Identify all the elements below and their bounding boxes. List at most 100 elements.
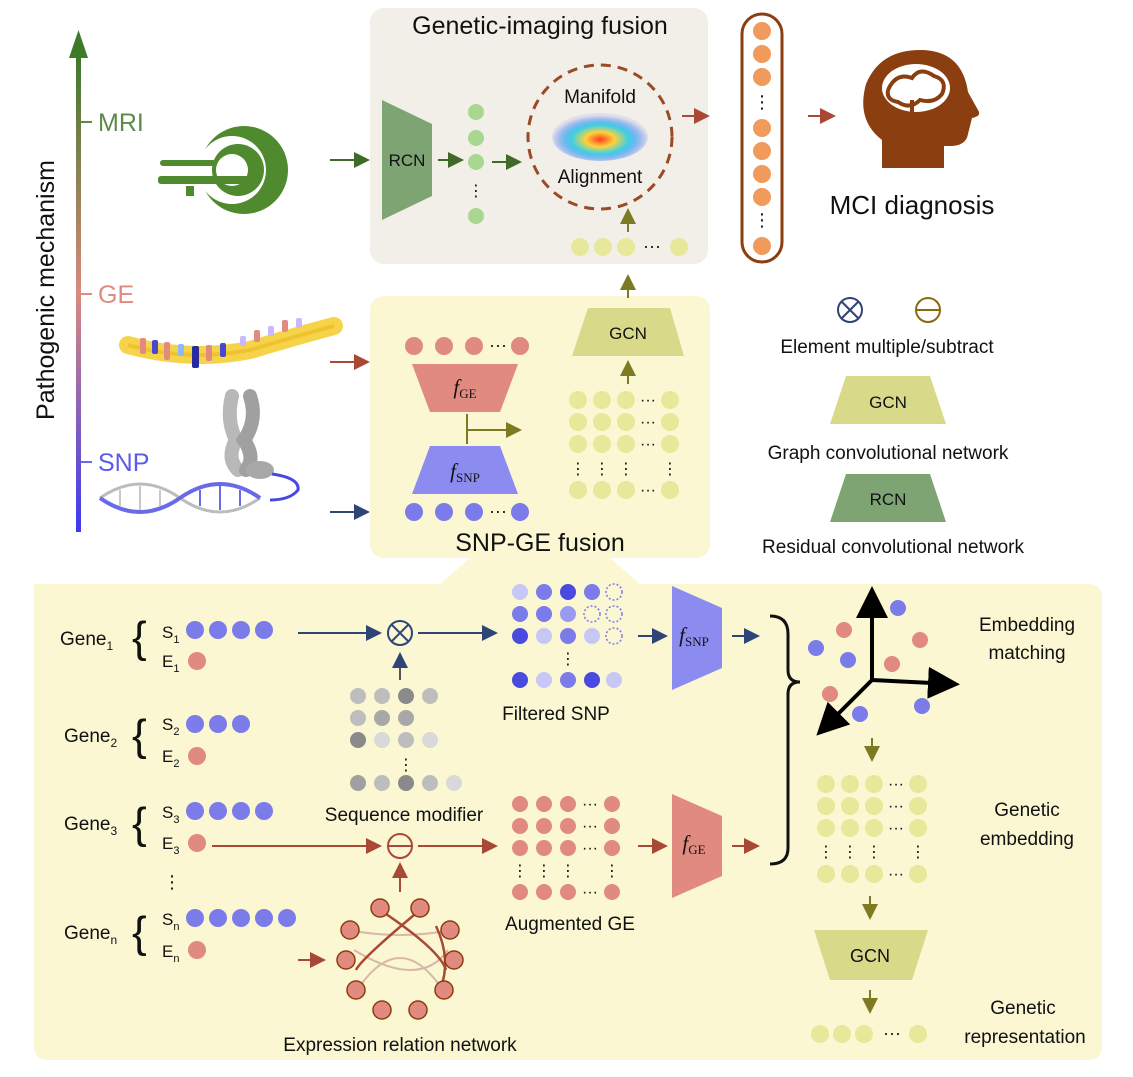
f-ge-detail [672, 794, 722, 898]
svg-text:···: ··· [640, 436, 656, 453]
gene-1-label: Gene1 [60, 629, 113, 653]
gene-n-label: Genen [64, 923, 117, 947]
snp-ge-fusion-title: SNP-GE fusion [455, 529, 625, 557]
svg-text:⋮: ⋮ [570, 461, 586, 478]
svg-text:···: ··· [888, 866, 904, 883]
f-snp-encoder-label: fSNP [450, 459, 480, 485]
legend-gcn-shape [830, 376, 946, 424]
genetic-imaging-panel [370, 8, 708, 264]
legend-ops-label: Element multiple/subtract [780, 337, 994, 358]
svg-text:⋮: ⋮ [594, 461, 610, 478]
expression-network-label: Expression relation network [283, 1035, 517, 1056]
manifold-alignment-loop [526, 63, 674, 211]
legend-rcn-shape [830, 474, 946, 522]
gcn-block-bottom-label: GCN [850, 946, 890, 966]
chromosome-dna-icon [98, 389, 300, 514]
svg-text:···: ··· [888, 798, 904, 815]
mri-feature-nodes: ⋮ [468, 104, 484, 224]
svg-text:···: ··· [883, 1023, 901, 1043]
svg-text:{: { [132, 711, 147, 760]
axis-level-mri: MRI [98, 109, 144, 137]
svg-text:⋮: ⋮ [753, 210, 771, 230]
gene-2-label: Gene2 [64, 726, 117, 750]
svg-text:···: ··· [643, 236, 661, 256]
svg-text:⋮: ⋮ [163, 872, 181, 892]
svg-text:···: ··· [489, 501, 507, 521]
filtered-snp-label: Filtered SNP [502, 704, 610, 725]
svg-text:⋮: ⋮ [662, 461, 678, 478]
augmented-ge-label: Augmented GE [505, 914, 635, 935]
genetic-representation-label-1: Genetic [990, 998, 1055, 1019]
svg-text:E1: E1 [162, 652, 179, 675]
multiply-operator [387, 620, 413, 646]
svg-text:···: ··· [582, 796, 598, 813]
svg-text:S2: S2 [162, 715, 179, 738]
axis-level-ge: GE [98, 281, 134, 309]
svg-text:⋮: ⋮ [910, 844, 926, 861]
gcn-block-bottom [814, 930, 928, 980]
genetic-representation-row: ··· [811, 1023, 927, 1043]
gene-3-label: Gene3 [64, 814, 117, 838]
svg-text:⋮: ⋮ [818, 844, 834, 861]
svg-text:···: ··· [640, 482, 656, 499]
subtract-icon [915, 297, 941, 323]
svg-text:{: { [132, 613, 147, 662]
snp-feature-row: ··· [405, 501, 529, 521]
mri-scanner-icon [158, 126, 288, 214]
f-ge-encoder-label: fGE [453, 375, 476, 401]
f-ge-detail-label: fGE [682, 831, 705, 857]
gcn-block-mid-label: GCN [609, 324, 647, 343]
expression-relation-network [336, 898, 464, 1020]
gene-list: Gene1 { S1 E1 Gene2 { S2 E2 Gene3 { S3 E… [60, 613, 296, 965]
legend-rcn-desc: Residual convolutional network [762, 537, 1024, 558]
svg-text:⋮: ⋮ [560, 651, 576, 668]
multiply-icon [837, 297, 863, 323]
embedding-matching-label-2: matching [988, 643, 1065, 664]
sequence-modifier-label: Sequence modifier [325, 805, 484, 826]
genetic-imaging-title: Genetic-imaging fusion [412, 12, 668, 40]
merge-brace [769, 614, 801, 866]
genetic-feature-row: ··· [571, 236, 688, 256]
svg-text:⋮: ⋮ [866, 844, 882, 861]
legend-gcn-desc: Graph convolutional network [768, 443, 1009, 464]
svg-text:⋮: ⋮ [512, 863, 528, 880]
ge-feature-row: ··· [405, 335, 529, 355]
alignment-label: Alignment [558, 167, 643, 188]
svg-text:···: ··· [888, 776, 904, 793]
svg-text:···: ··· [640, 414, 656, 431]
fused-vector: ⋮ ⋮ [740, 12, 784, 264]
svg-text:E2: E2 [162, 747, 179, 770]
f-ge-encoder [412, 364, 518, 412]
embedding-matching-label-1: Embedding [979, 615, 1075, 636]
gcn-block-mid [572, 308, 684, 356]
svg-text:⋮: ⋮ [842, 844, 858, 861]
svg-text:Sn: Sn [162, 910, 179, 933]
pathogenic-axis: Pathogenic mechanism MRI GE SNP [32, 30, 149, 532]
genetic-embedding-grid: ··· ··· ··· ··· ⋮ ⋮ ⋮ ⋮ [817, 775, 927, 883]
svg-text:E3: E3 [162, 834, 179, 857]
subtract-operator [387, 833, 413, 859]
svg-text:···: ··· [640, 392, 656, 409]
axis-title: Pathogenic mechanism [32, 160, 60, 420]
snp-ge-matrix: ··· ··· ··· ··· ⋮ ⋮ ⋮ ⋮ [569, 391, 679, 499]
legend-rcn-label: RCN [870, 490, 907, 509]
f-snp-detail [672, 586, 722, 690]
filtered-snp-grid: ⋮ [512, 583, 623, 688]
augmented-ge-grid: ··· ··· ··· ··· ⋮ ⋮ ⋮ ⋮ [512, 796, 620, 901]
svg-text:En: En [162, 942, 179, 965]
svg-text:S1: S1 [162, 623, 179, 646]
svg-text:⋮: ⋮ [604, 863, 620, 880]
gene-expression-icon [119, 317, 343, 368]
svg-text:···: ··· [582, 884, 598, 901]
svg-text:···: ··· [582, 840, 598, 857]
svg-text:···: ··· [582, 818, 598, 835]
svg-text:⋮: ⋮ [618, 461, 634, 478]
svg-text:···: ··· [888, 820, 904, 837]
svg-text:⋮: ⋮ [398, 757, 414, 774]
svg-text:⋮: ⋮ [560, 863, 576, 880]
f-snp-detail-label: fSNP [679, 623, 709, 649]
svg-text:S3: S3 [162, 803, 179, 826]
svg-text:⋮: ⋮ [536, 863, 552, 880]
genetic-embedding-label-1: Genetic [994, 800, 1059, 821]
